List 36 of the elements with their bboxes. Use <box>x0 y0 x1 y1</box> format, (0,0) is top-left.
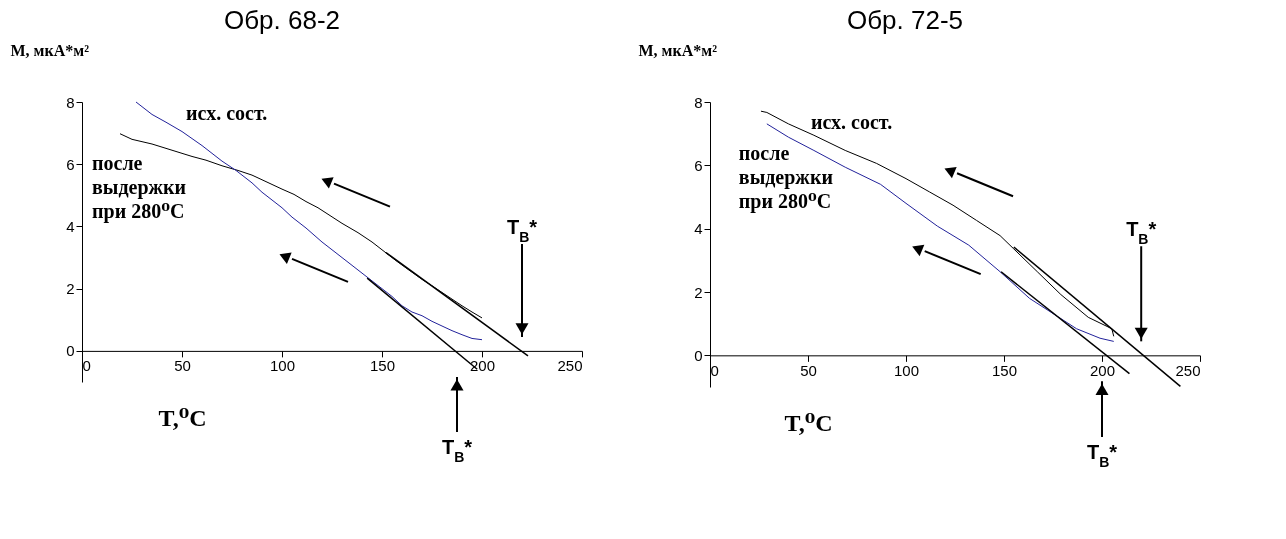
x-tick-label: 250 <box>1175 361 1201 379</box>
y-tick-label: 6 <box>694 156 703 174</box>
chart-title: Обр. 68-2 <box>223 5 341 35</box>
y-axis-title: M, мкА*м² <box>638 41 718 59</box>
ref-line-label: T$_{B}$* <box>506 216 538 245</box>
x-tick-label: 50 <box>174 357 191 375</box>
y-tick-label: 8 <box>66 93 75 111</box>
series-label: после выдержки при 280⁰C <box>92 151 187 223</box>
series-label: исх. сост. <box>186 102 268 124</box>
x-tick-label: 100 <box>893 361 920 379</box>
y-tick-label: 8 <box>694 93 703 111</box>
x-tick-label: 0 <box>82 357 91 375</box>
series-label: после выдержки при 280⁰C <box>738 141 833 213</box>
y-tick-label: 2 <box>66 280 75 298</box>
y-tick-label: 0 <box>66 342 75 360</box>
x-tick-label: 150 <box>369 357 396 375</box>
x-axis-title: T,⁰C <box>158 405 207 432</box>
y-tick-label: 4 <box>66 217 75 235</box>
x-axis-title: T,⁰C <box>784 409 833 436</box>
x-tick-label: 200 <box>469 357 496 375</box>
ref-line-label: T$_{B}$* <box>1086 441 1118 470</box>
series-label: исх. сост. <box>810 111 893 134</box>
x-tick-label: 50 <box>800 361 817 379</box>
x-tick-label: 100 <box>269 357 296 375</box>
ref-line-label: T$_{B}$* <box>441 436 473 465</box>
y-tick-label: 2 <box>694 283 703 301</box>
x-tick-label: 250 <box>557 357 583 375</box>
x-tick-label: 0 <box>710 361 719 379</box>
y-tick-label: 0 <box>694 346 703 364</box>
x-tick-label: 200 <box>1089 361 1116 379</box>
x-tick-label: 150 <box>991 361 1018 379</box>
y-tick-label: 6 <box>66 155 75 173</box>
chart-title: Обр. 72-5 <box>846 5 964 35</box>
y-tick-label: 4 <box>694 220 703 238</box>
ref-line-label: T$_{B}$* <box>1126 218 1157 248</box>
y-axis-title: M, мкА*м² <box>10 41 90 59</box>
